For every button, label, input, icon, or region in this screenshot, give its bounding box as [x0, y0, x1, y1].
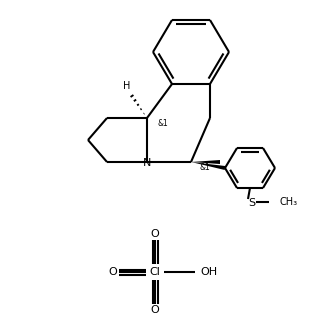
Polygon shape — [191, 162, 225, 170]
Text: Cl: Cl — [150, 267, 160, 277]
Text: &1: &1 — [158, 119, 168, 129]
Text: O: O — [151, 305, 160, 315]
Text: H: H — [123, 81, 131, 91]
Text: &1: &1 — [200, 163, 210, 173]
Polygon shape — [191, 160, 220, 164]
Text: OH: OH — [200, 267, 218, 277]
Text: N: N — [143, 158, 151, 168]
Text: CH₃: CH₃ — [280, 197, 298, 207]
Text: O: O — [109, 267, 117, 277]
Text: O: O — [151, 229, 160, 239]
Text: S: S — [249, 198, 256, 208]
